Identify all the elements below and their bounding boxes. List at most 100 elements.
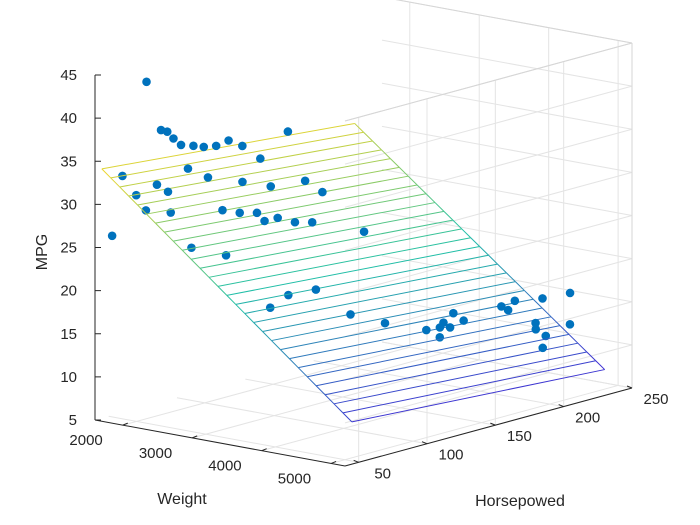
regression-surface	[101, 122, 606, 423]
surface-mesh-line	[146, 166, 400, 215]
surface-edge-line	[315, 385, 326, 396]
grid-line	[245, 378, 496, 426]
data-point	[311, 285, 321, 294]
y-tick	[490, 422, 496, 426]
data-point	[283, 127, 293, 136]
surface-mesh-line	[289, 307, 543, 360]
surface-mesh-line	[182, 202, 436, 251]
data-point	[224, 136, 233, 145]
grid-line	[381, 212, 633, 260]
grid-line	[344, 344, 633, 424]
surface-edge-line	[425, 193, 436, 203]
grid-line	[381, 125, 633, 173]
surface-edge-line	[155, 222, 165, 233]
data-point	[235, 208, 245, 218]
x-tick	[192, 435, 198, 439]
surface-edge-line	[110, 177, 121, 188]
surface-edge-line	[407, 175, 418, 186]
grid-line	[344, 85, 633, 165]
box-edge	[344, 42, 633, 122]
x-axis-label: Weight	[157, 491, 207, 508]
surface-edge-line	[372, 140, 382, 151]
data-point	[565, 320, 575, 329]
data-point	[538, 294, 547, 303]
surface-edge-line	[172, 240, 183, 251]
data-point	[187, 243, 196, 253]
data-point	[176, 140, 186, 150]
surface-mesh-line	[351, 369, 605, 423]
grid-line	[381, 169, 633, 216]
y-tick-label: 50	[374, 465, 391, 482]
data-point	[531, 325, 541, 334]
data-point	[565, 288, 575, 298]
data-point	[531, 318, 540, 328]
grid-line	[313, 360, 564, 408]
z-tick-label: 20	[60, 283, 77, 300]
y-tick-label: 200	[575, 410, 600, 427]
surface-edge-line	[235, 304, 246, 314]
x-axis-line	[94, 419, 346, 467]
surface-mesh-line	[316, 333, 570, 387]
surface-mesh-line	[137, 158, 391, 206]
data-point	[346, 310, 355, 319]
z-tick-label: 30	[60, 196, 77, 213]
surface-mesh-line	[164, 184, 418, 233]
surface-edge-line	[297, 367, 308, 378]
data-point	[218, 205, 227, 215]
grid-line	[261, 372, 549, 452]
data-point	[503, 305, 513, 315]
data-point	[162, 127, 172, 137]
z-tick-label: 45	[60, 67, 77, 84]
z-tick-label: 35	[60, 153, 77, 170]
data-point	[238, 141, 247, 151]
data-point	[252, 208, 262, 218]
z-tick-label: 15	[60, 326, 77, 343]
x-tick-label: 2000	[69, 432, 102, 449]
surface-mesh-line	[244, 263, 498, 314]
surface-edge-line	[181, 249, 192, 260]
surface-edge-line	[443, 210, 454, 221]
y-tick	[421, 441, 428, 445]
grid-line	[176, 397, 428, 445]
y-tick	[353, 459, 359, 463]
surface-edge-line	[306, 376, 317, 387]
surface-edge-line	[101, 168, 112, 179]
surface-mesh-line	[128, 149, 382, 197]
grid-line	[330, 384, 619, 464]
surface-mesh-line	[226, 246, 480, 296]
data-point	[265, 303, 275, 313]
surface-edge-line	[342, 412, 353, 423]
surface-edge-line	[119, 186, 129, 197]
surface-edge-line	[461, 228, 472, 239]
data-point	[449, 308, 458, 318]
surface-edge-line	[416, 184, 427, 195]
data-point	[260, 216, 269, 226]
grid-lines	[108, 0, 633, 467]
surface-edge-line	[244, 313, 254, 323]
grid-line	[381, 341, 633, 389]
surface-edge-line	[541, 307, 552, 318]
surface-edge-line	[146, 213, 156, 224]
data-point	[510, 296, 520, 306]
surface-edge-line	[363, 131, 373, 142]
data-point	[183, 164, 193, 173]
surface-mesh-line	[262, 281, 516, 333]
data-point	[422, 325, 431, 335]
x-tick	[261, 448, 267, 452]
data-point	[163, 187, 173, 197]
data-point	[141, 206, 151, 215]
data-point	[318, 187, 327, 197]
surface-edge-line	[217, 285, 228, 296]
surface-mesh-line	[217, 237, 471, 287]
surface-mesh-line	[324, 342, 578, 396]
surface-mesh-line	[333, 351, 587, 405]
surface-mesh-line	[173, 193, 427, 242]
surface-mesh-line	[307, 325, 561, 378]
x-tick-label: 5000	[278, 470, 311, 487]
surface-edge-line	[390, 158, 400, 168]
y-axis-line	[344, 387, 633, 467]
surface-mesh-line	[191, 210, 445, 260]
surface-edge-line	[226, 295, 237, 305]
surface-edge-line	[488, 254, 498, 265]
